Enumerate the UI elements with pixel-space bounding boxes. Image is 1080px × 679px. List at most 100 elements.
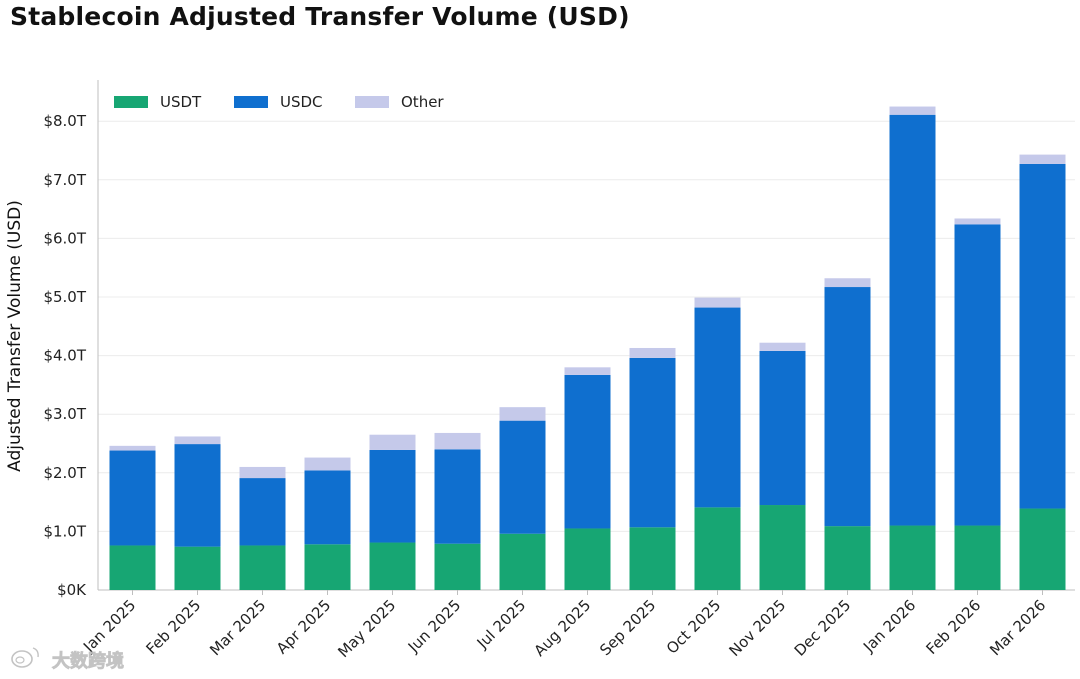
legend-swatch <box>114 96 148 108</box>
x-tick-labels: Jan 2025 Feb 2025 Mar 2025 Apr 2025 May 2025… <box>79 596 1049 661</box>
bar-stack <box>564 367 611 590</box>
y-tick-label: $1.0T <box>43 522 86 540</box>
bar-other <box>109 445 156 451</box>
x-tick-label: Nov 2025 <box>726 596 790 660</box>
x-tick-label: Sep 2025 <box>596 596 659 659</box>
bar-other <box>1019 154 1066 164</box>
bar-usdc <box>629 357 676 528</box>
chart-title: Stablecoin Adjusted Transfer Volume (USD… <box>10 2 630 31</box>
bar-stack <box>889 106 936 590</box>
legend: USDT USDC Other <box>114 93 444 111</box>
bar-usdt <box>629 527 676 590</box>
legend-label: USDT <box>160 93 202 111</box>
y-tick-label: $6.0T <box>43 229 86 247</box>
bar-usdc <box>369 449 416 543</box>
y-tick-label: $0K <box>57 581 87 599</box>
y-axis-label: Adjusted Transfer Volume (USD) <box>5 200 25 472</box>
bar-other <box>824 278 871 288</box>
bar-usdt <box>434 543 481 590</box>
bar-usdc <box>239 478 286 546</box>
y-tick-labels: $0K $1.0T $2.0T $3.0T $4.0T $5.0T $6.0T $7.0T $8… <box>43 112 87 599</box>
bar-usdt <box>694 507 741 590</box>
weibo-icon <box>11 647 39 668</box>
bar-other <box>369 434 416 450</box>
legend-item-other: Other <box>355 93 444 111</box>
bar-usdt <box>239 545 286 590</box>
bar-stack <box>499 407 546 590</box>
legend-swatch <box>234 96 268 108</box>
bar-stack <box>109 445 156 590</box>
bars <box>109 106 1066 590</box>
bar-stack <box>1019 154 1066 590</box>
bar-stack <box>954 218 1001 590</box>
bar-stack <box>434 432 481 590</box>
bar-usdc <box>1019 163 1066 509</box>
bar-usdc <box>889 114 936 526</box>
bar-stack <box>369 434 416 590</box>
legend-item-usdc: USDC <box>234 93 323 111</box>
bar-stack <box>629 347 676 590</box>
bar-other <box>434 432 481 450</box>
x-tick-label: Mar 2026 <box>986 596 1049 659</box>
bar-usdc <box>304 470 351 545</box>
bar-usdc <box>759 350 806 506</box>
bar-usdt <box>824 526 871 590</box>
x-tick-label: Jan 2025 <box>79 596 139 656</box>
x-tick-label: Jun 2025 <box>404 596 464 656</box>
bar-other <box>239 466 286 479</box>
bar-usdt <box>369 542 416 590</box>
x-tick-label: May 2025 <box>334 596 399 661</box>
legend-swatch <box>355 96 389 108</box>
bar-usdt <box>759 505 806 590</box>
bar-other <box>564 367 611 375</box>
bar-other <box>954 218 1001 225</box>
y-tick-label: $4.0T <box>43 347 86 365</box>
x-tick-label: Feb 2025 <box>142 596 204 658</box>
bar-other <box>499 407 546 421</box>
watermark: 大数跨境 <box>11 647 124 672</box>
bar-usdc <box>499 420 546 534</box>
y-tick-label: $7.0T <box>43 171 86 189</box>
bar-other <box>694 297 741 308</box>
y-tick-label: $8.0T <box>43 112 86 130</box>
x-tick-label: Mar 2025 <box>206 596 269 659</box>
legend-item-usdt: USDT <box>114 93 202 111</box>
bar-stack <box>239 466 286 590</box>
bar-other <box>889 106 936 115</box>
bar-usdt <box>304 544 351 590</box>
bar-usdc <box>564 374 611 529</box>
x-tick-label: Oct 2025 <box>663 596 724 657</box>
y-tick-label: $2.0T <box>43 464 86 482</box>
bar-usdc <box>954 224 1001 526</box>
bar-usdc <box>109 450 156 546</box>
bar-usdc <box>174 444 221 547</box>
bar-stack <box>694 297 741 590</box>
bar-usdt <box>174 546 221 590</box>
bar-usdt <box>1019 508 1066 590</box>
x-tick-label: Apr 2025 <box>273 596 334 657</box>
bar-stack <box>304 457 351 590</box>
bar-other <box>629 347 676 358</box>
watermark-text: 大数跨境 <box>52 650 124 672</box>
bar-stack <box>174 436 221 590</box>
bar-other <box>759 342 806 351</box>
bar-usdt <box>564 528 611 590</box>
legend-label: Other <box>401 93 444 111</box>
y-tick-label: $5.0T <box>43 288 86 306</box>
bar-usdt <box>109 545 156 590</box>
x-tick-label: Jul 2025 <box>473 596 530 653</box>
legend-label: USDC <box>280 93 323 111</box>
x-tick-label: Aug 2025 <box>531 596 595 660</box>
bar-usdt <box>954 525 1001 590</box>
bar-other <box>174 436 221 445</box>
bar-usdc <box>824 287 871 527</box>
bar-usdc <box>694 307 741 508</box>
x-tick-label: Jan 2026 <box>859 596 919 656</box>
bar-stack <box>824 278 871 590</box>
bar-usdt <box>889 525 936 590</box>
y-tick-label: $3.0T <box>43 405 86 423</box>
bar-other <box>304 457 351 471</box>
x-tick-label: Feb 2026 <box>922 596 984 658</box>
bar-stack <box>759 342 806 590</box>
